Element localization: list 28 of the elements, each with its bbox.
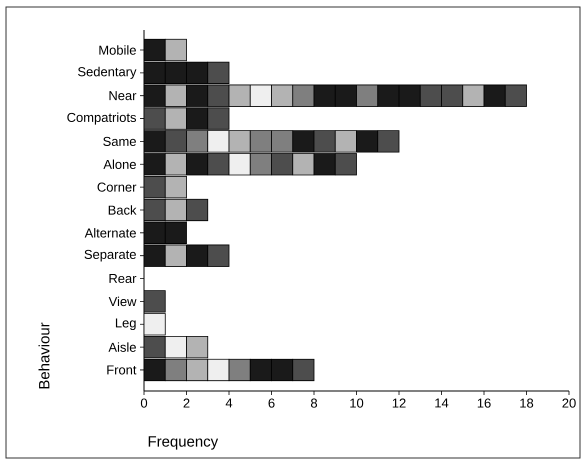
y-tick-label: Corner [98, 182, 136, 192]
y-tick-label: Alternate [84, 228, 136, 238]
y-tick-label: Separate [84, 250, 136, 262]
x-axis-title: Frequency [148, 436, 218, 450]
x-tick-label: 8 [310, 398, 318, 408]
x-tick-label: 6 [268, 398, 275, 408]
y-tick-label: Aisle [108, 342, 136, 352]
x-tick-label: 18 [520, 398, 534, 408]
x-tick-label: 14 [435, 398, 448, 408]
x-tick-label: 12 [392, 398, 406, 408]
x-tick-label: 16 [478, 398, 491, 408]
y-tick-label: Compatriots [67, 112, 136, 125]
y-axis-title: Behaviour [38, 322, 50, 388]
x-tick-label: 10 [350, 398, 364, 408]
y-tick-label: Rear [109, 274, 136, 284]
y-tick-label: Alone [103, 160, 136, 170]
x-tick-label: 2 [184, 398, 190, 408]
y-tick-label: View [108, 296, 137, 306]
x-tick-label: 0 [140, 398, 148, 408]
y-tick-label: Back [108, 205, 137, 215]
y-tick-label: Same [103, 136, 136, 146]
y-tick-label: Front [107, 365, 136, 374]
x-tick-label: 20 [562, 398, 576, 408]
y-tick-label: Near [109, 91, 136, 100]
y-tick-label: Sedentary [78, 66, 136, 79]
y-tick-label: Mobile [99, 45, 136, 55]
y-tick-label: Leg [116, 318, 136, 330]
x-tick-label: 4 [226, 398, 232, 408]
